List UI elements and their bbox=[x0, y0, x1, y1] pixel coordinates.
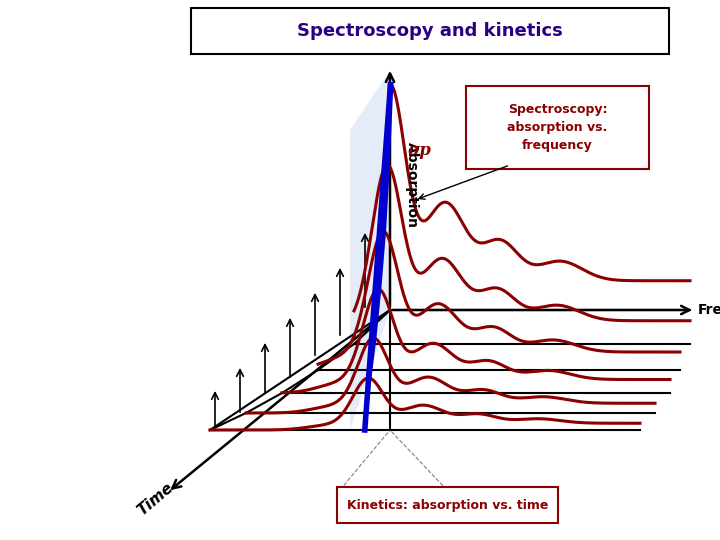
FancyBboxPatch shape bbox=[466, 86, 649, 169]
FancyBboxPatch shape bbox=[337, 487, 558, 523]
Text: Spectroscopy:
absorption vs.
frequency: Spectroscopy: absorption vs. frequency bbox=[508, 103, 608, 152]
Text: Frequency: Frequency bbox=[698, 303, 720, 317]
Polygon shape bbox=[350, 70, 390, 430]
Text: σp: σp bbox=[408, 142, 432, 159]
Text: Spectroscopy and kinetics: Spectroscopy and kinetics bbox=[297, 22, 563, 40]
Text: Absorption: Absorption bbox=[405, 142, 419, 228]
Text: Time: Time bbox=[134, 480, 176, 518]
Text: Kinetics: absorption vs. time: Kinetics: absorption vs. time bbox=[347, 498, 548, 511]
FancyBboxPatch shape bbox=[191, 8, 669, 54]
